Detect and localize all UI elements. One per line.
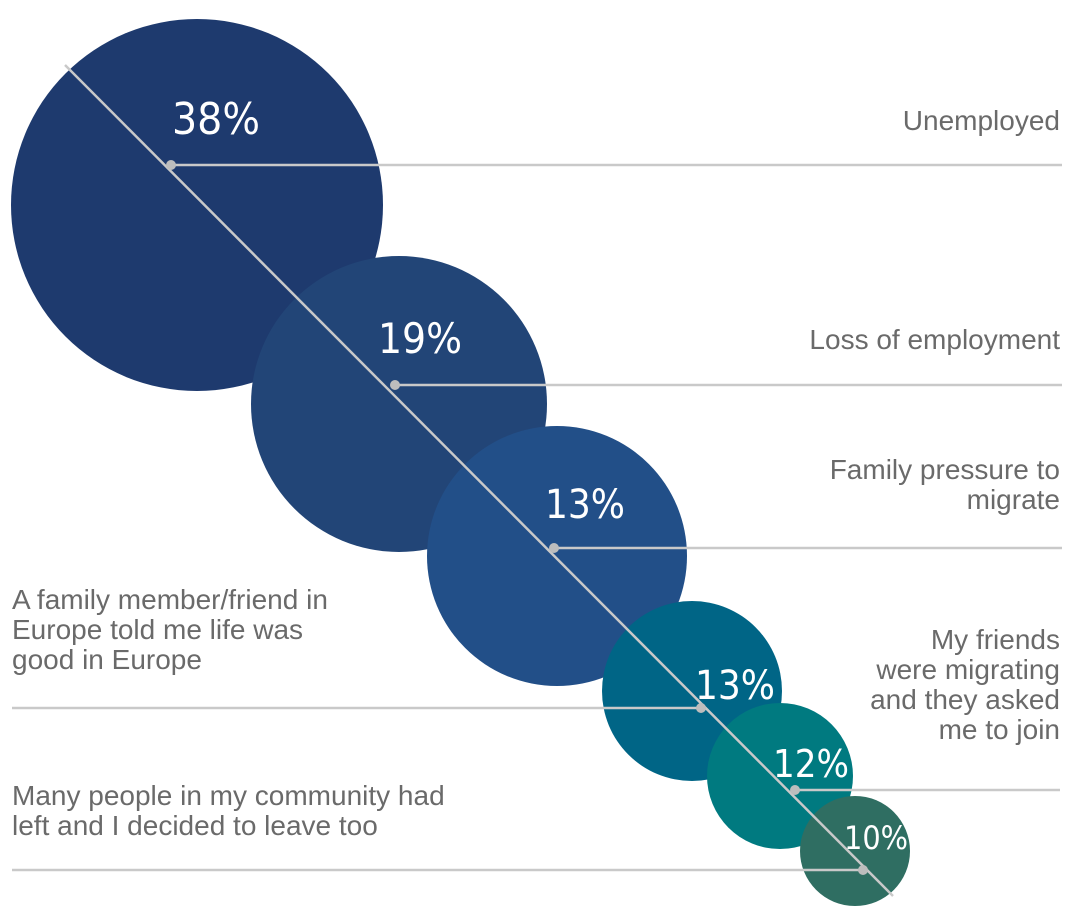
category-label-4: A family member/friend in Europe told me … <box>12 584 328 675</box>
leader-lines-layer <box>12 160 1062 875</box>
leader-dot-6 <box>858 865 868 875</box>
percent-label-5: 12% <box>773 742 849 786</box>
category-label-1: Unemployed <box>903 105 1060 136</box>
bubble-1 <box>11 19 383 391</box>
percent-label-3: 13% <box>545 482 625 528</box>
percent-label-2: 19% <box>378 314 462 363</box>
diagonal-line <box>64 64 894 897</box>
leader-dot-5 <box>790 785 800 795</box>
category-label-2: Loss of employment <box>809 324 1060 355</box>
percent-label-4: 13% <box>695 663 775 709</box>
category-label-5: My friends were migrating and they asked me… <box>870 624 1060 745</box>
percent-labels-layer: 38% 19% 13% 13% 12% 10% <box>172 94 908 857</box>
percent-label-1: 38% <box>172 94 260 145</box>
bubble-3 <box>427 426 687 686</box>
category-labels-layer: Unemployed Loss of employment Family press… <box>12 105 1060 841</box>
leader-dot-4 <box>696 703 706 713</box>
percent-label-6: 10% <box>844 819 908 857</box>
category-label-6: Many people in my community had left and … <box>12 780 445 841</box>
bubbles-layer <box>11 19 910 906</box>
leader-dot-3 <box>549 543 559 553</box>
leader-dot-2 <box>390 380 400 390</box>
category-label-3: Family pressure to migrate <box>830 454 1060 515</box>
bubble-6 <box>800 796 910 906</box>
leader-dot-1 <box>166 160 176 170</box>
